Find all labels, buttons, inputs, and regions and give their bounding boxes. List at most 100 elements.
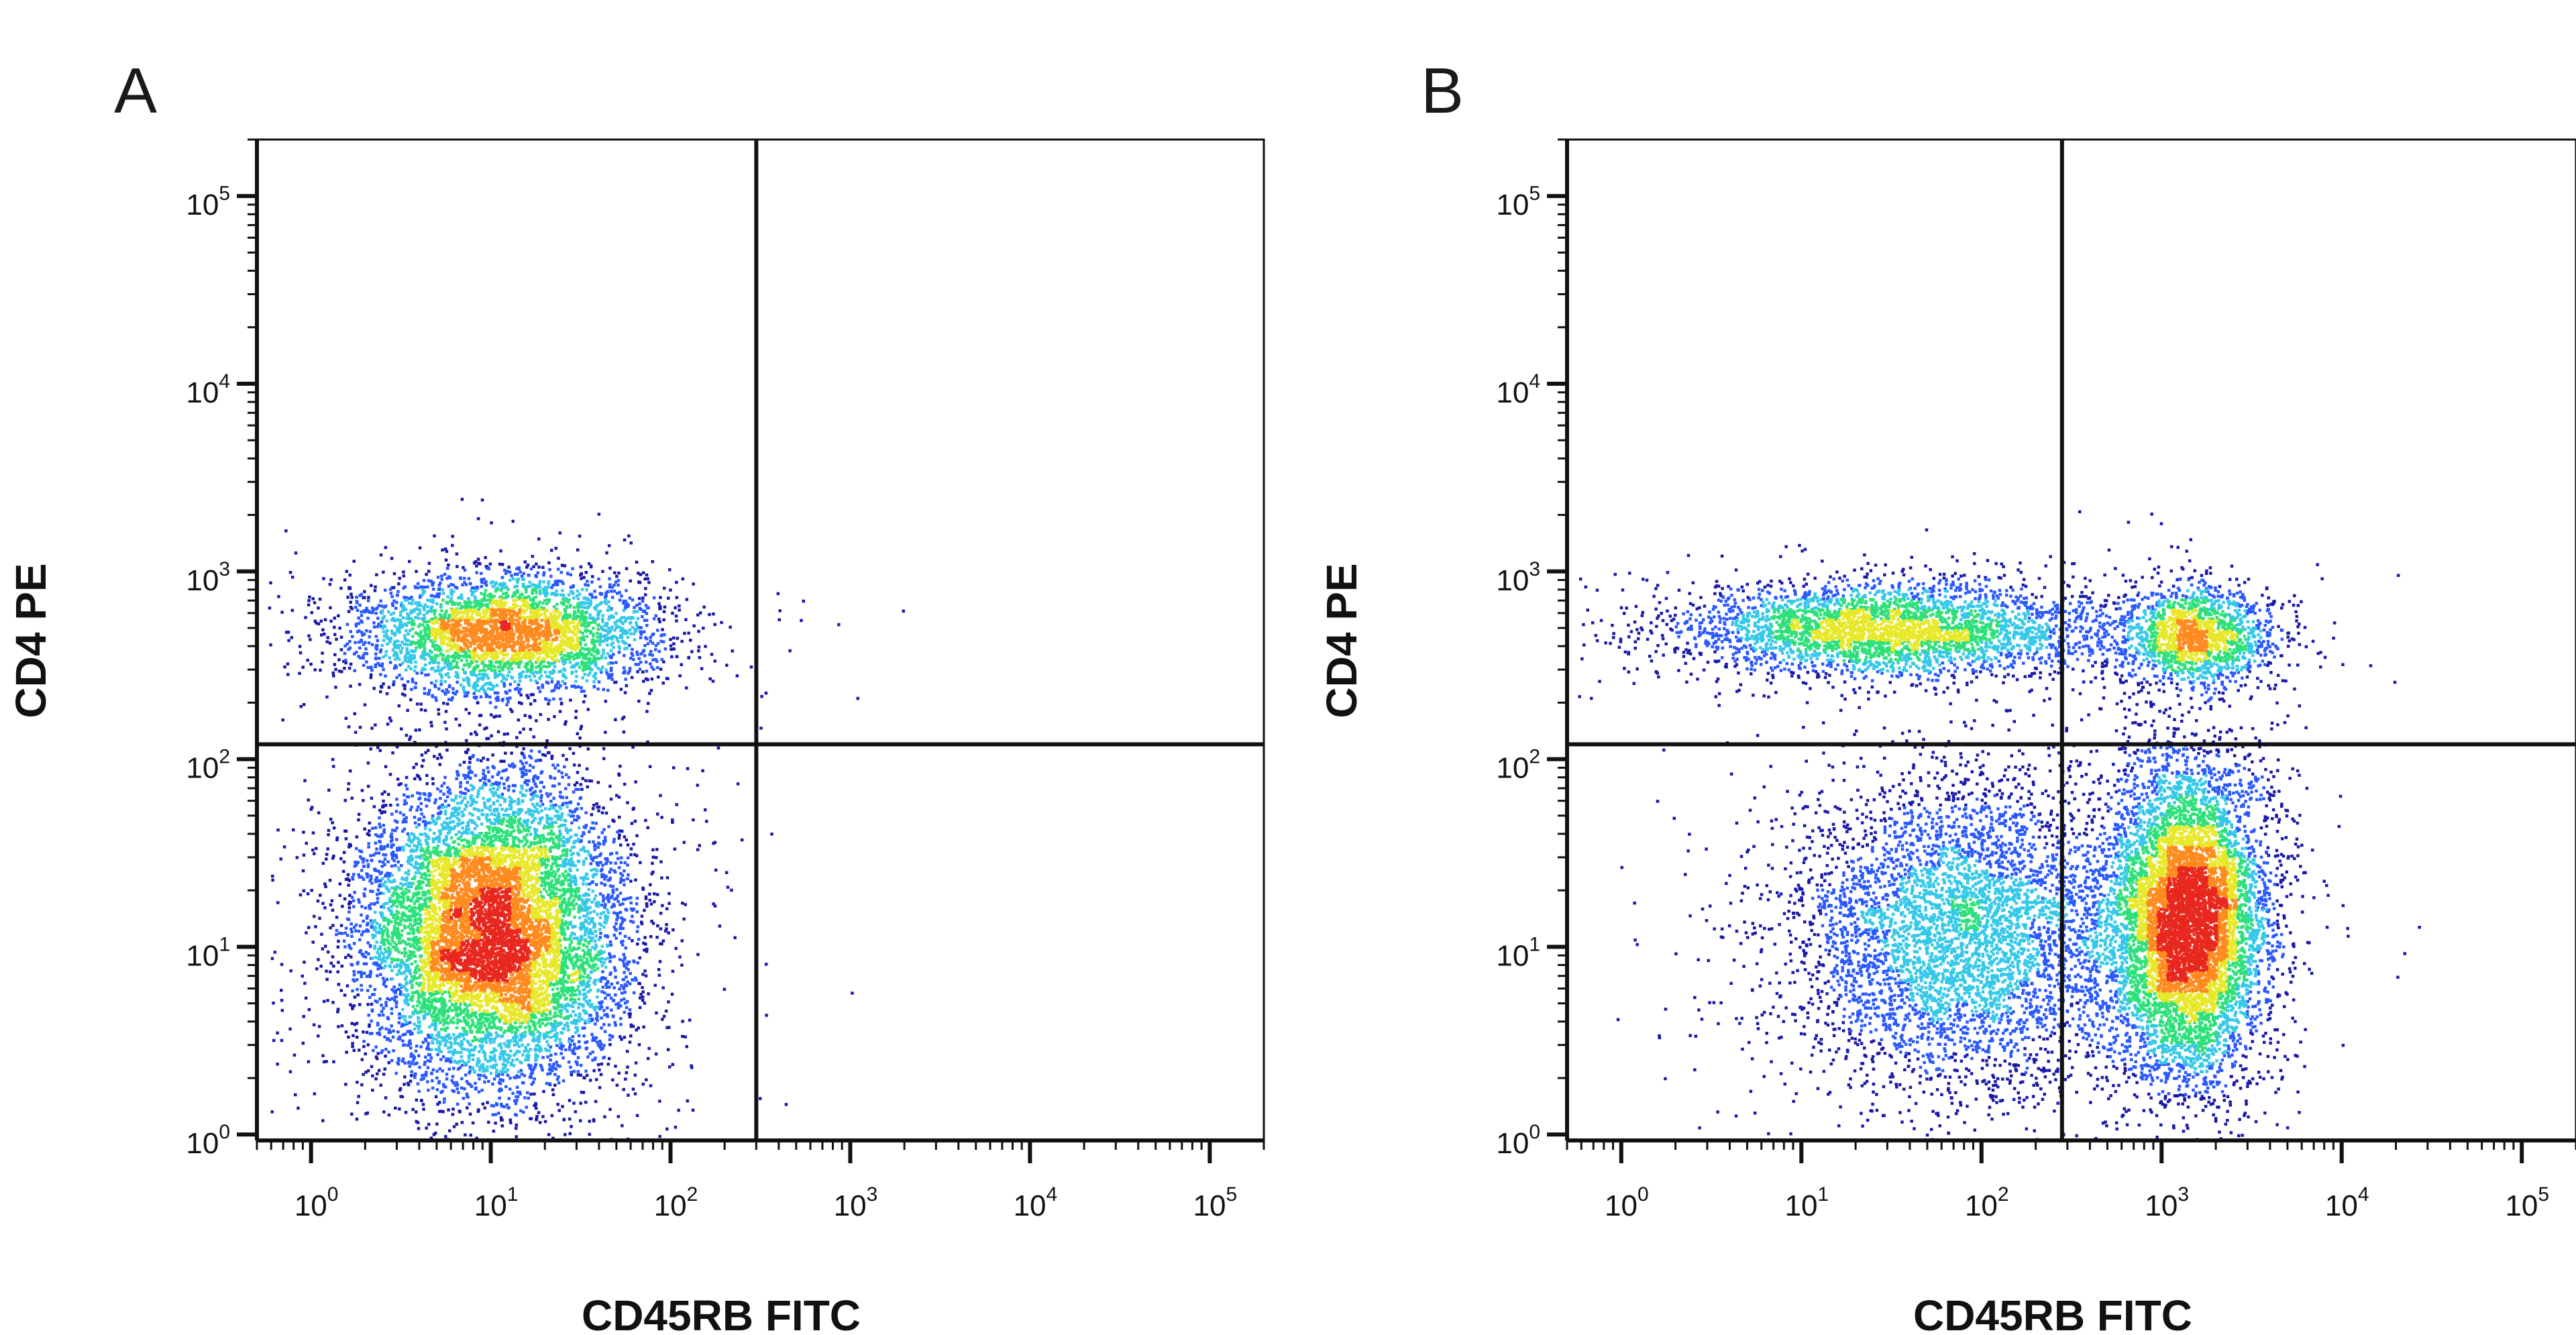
event-dot xyxy=(431,782,435,786)
event-dot xyxy=(340,989,343,992)
event-dot xyxy=(414,822,417,825)
event-dot xyxy=(319,598,322,601)
event-dot xyxy=(476,808,480,812)
event-dot xyxy=(851,992,854,995)
event-dot xyxy=(630,847,633,851)
event-dot xyxy=(426,605,429,608)
event-dot xyxy=(582,777,585,780)
event-dot xyxy=(358,1049,361,1052)
event-dot xyxy=(476,1061,480,1064)
event-dot xyxy=(458,831,461,834)
event-dot xyxy=(506,674,510,678)
event-dot xyxy=(704,645,707,648)
event-dot xyxy=(494,818,497,822)
event-dot xyxy=(698,645,701,649)
event-dot xyxy=(396,654,399,657)
event-dot xyxy=(335,916,339,919)
event-dot xyxy=(612,999,616,1002)
event-dot xyxy=(335,839,339,842)
event-dot xyxy=(376,1052,380,1055)
event-dot xyxy=(527,1043,530,1047)
event-dot xyxy=(658,1100,661,1103)
event-dot xyxy=(548,1082,551,1085)
event-dot xyxy=(469,804,472,807)
event-dot xyxy=(290,636,294,639)
event-dot xyxy=(360,914,363,917)
event-dot xyxy=(356,978,359,981)
event-dot xyxy=(645,710,649,713)
event-dot xyxy=(452,692,455,695)
event-dot xyxy=(382,906,386,910)
event-dot xyxy=(635,621,638,625)
event-dot xyxy=(351,797,354,800)
event-dot xyxy=(419,863,422,866)
event-dot xyxy=(684,903,688,906)
event-dot xyxy=(306,659,309,662)
event-dot xyxy=(343,861,346,864)
event-dot xyxy=(543,786,546,789)
event-dot xyxy=(393,667,396,670)
event-dot xyxy=(390,1008,394,1011)
event-dot xyxy=(356,962,360,965)
event-dot xyxy=(364,888,367,891)
event-dot xyxy=(628,937,631,940)
event-dot xyxy=(402,1057,405,1061)
event-dot xyxy=(674,606,677,610)
event-dot xyxy=(602,1023,606,1026)
event-dot xyxy=(381,805,384,808)
event-dot xyxy=(539,800,543,803)
event-dot xyxy=(487,1080,490,1083)
event-dot xyxy=(310,808,313,811)
event-dot xyxy=(608,1057,611,1061)
event-dot xyxy=(590,869,593,872)
event-dot xyxy=(485,727,488,730)
event-dot xyxy=(341,905,343,908)
event-dot xyxy=(618,651,621,654)
event-dot xyxy=(531,821,534,824)
event-dot xyxy=(643,936,647,939)
event-dot xyxy=(527,780,530,783)
event-dot xyxy=(643,619,647,623)
event-dot xyxy=(649,884,652,887)
event-dot xyxy=(374,956,378,959)
event-dot xyxy=(598,978,601,981)
event-dot xyxy=(510,806,513,810)
event-dot xyxy=(413,1057,416,1061)
event-dot xyxy=(521,787,524,790)
event-dot xyxy=(329,578,333,582)
event-dot xyxy=(346,623,350,627)
event-dot xyxy=(439,810,443,814)
event-dot xyxy=(431,1079,434,1083)
event-dot xyxy=(431,1023,434,1026)
event-dot xyxy=(623,884,626,887)
event-dot xyxy=(472,800,476,803)
event-dot xyxy=(565,858,568,861)
event-dot xyxy=(527,1064,531,1067)
event-dot xyxy=(665,1128,669,1131)
event-dot xyxy=(656,924,659,928)
event-dot xyxy=(424,798,427,801)
event-dot xyxy=(415,763,418,766)
event-dot xyxy=(479,779,482,782)
event-dot xyxy=(609,608,612,612)
event-dot xyxy=(536,803,539,806)
event-dot xyxy=(555,547,558,550)
event-dot xyxy=(634,820,637,823)
event-dot xyxy=(434,798,437,802)
event-dot xyxy=(537,1037,541,1040)
event-dot xyxy=(564,564,567,568)
event-dot xyxy=(387,1018,390,1021)
event-dot xyxy=(554,1053,557,1056)
event-dot xyxy=(423,816,426,819)
event-dot xyxy=(656,666,659,670)
event-dot xyxy=(645,612,649,615)
event-dot xyxy=(654,648,657,651)
event-dot xyxy=(390,1059,394,1063)
event-dot xyxy=(376,1024,380,1027)
event-dot xyxy=(310,889,313,892)
event-dot xyxy=(355,651,358,654)
event-dot xyxy=(500,1089,503,1092)
event-dot xyxy=(542,580,545,584)
event-dot xyxy=(564,1133,567,1136)
event-dot xyxy=(596,996,599,999)
